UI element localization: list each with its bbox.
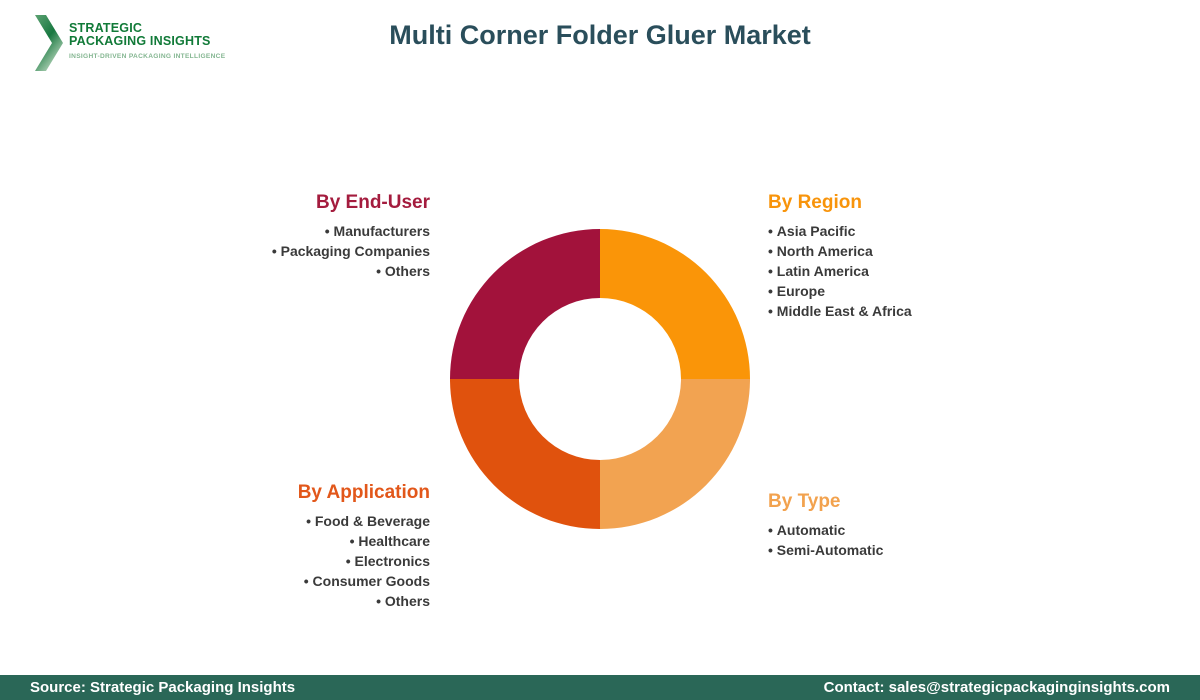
donut-segment-end-user bbox=[450, 229, 600, 379]
section-type: By Type AutomaticSemi-Automatic bbox=[768, 491, 1068, 560]
list-item: Manufacturers bbox=[130, 221, 430, 241]
section-end-user: By End-User ManufacturersPackaging Compa… bbox=[130, 192, 430, 281]
logo-text: STRATEGIC PACKAGING INSIGHTS INSIGHT-DRI… bbox=[69, 15, 226, 61]
section-region: By Region Asia PacificNorth AmericaLatin… bbox=[768, 192, 1068, 321]
list-item: Asia Pacific bbox=[768, 221, 1068, 241]
section-end-user-heading: By End-User bbox=[315, 192, 430, 213]
footer-contact: Contact: sales@strategicpackaginginsight… bbox=[823, 679, 1170, 696]
section-application-list: Food & BeverageHealthcareElectronicsCons… bbox=[130, 511, 430, 611]
list-item: Packaging Companies bbox=[130, 241, 430, 261]
list-item: Consumer Goods bbox=[130, 571, 430, 591]
page-title: Multi Corner Folder Gluer Market bbox=[389, 20, 811, 50]
logo-tagline: INSIGHT-DRIVEN PACKAGING INTELLIGENCE bbox=[69, 53, 226, 60]
donut-segment-application bbox=[450, 379, 600, 529]
donut-segment-region bbox=[600, 229, 750, 379]
section-region-heading: By Region bbox=[768, 192, 862, 213]
list-item: Electronics bbox=[130, 551, 430, 571]
logo-name-line2: PACKAGING INSIGHTS bbox=[69, 34, 211, 48]
section-end-user-list: ManufacturersPackaging CompaniesOthers bbox=[130, 221, 430, 281]
list-item: Semi-Automatic bbox=[768, 540, 1068, 560]
donut-segment-type bbox=[600, 379, 750, 529]
footer-source: Source: Strategic Packaging Insights bbox=[30, 679, 296, 696]
list-item: Latin America bbox=[768, 261, 1068, 281]
footer-bar: Source: Strategic Packaging Insights Con… bbox=[0, 675, 1200, 700]
list-item: Middle East & Africa bbox=[768, 301, 1068, 321]
section-region-list: Asia PacificNorth AmericaLatin AmericaEu… bbox=[768, 221, 1068, 321]
list-item: Automatic bbox=[768, 520, 1068, 540]
list-item: North America bbox=[768, 241, 1068, 261]
logo: STRATEGIC PACKAGING INSIGHTS INSIGHT-DRI… bbox=[33, 15, 225, 71]
list-item: Food & Beverage bbox=[130, 511, 430, 531]
list-item: Europe bbox=[768, 281, 1068, 301]
logo-chevron-icon bbox=[35, 15, 63, 71]
list-item: Others bbox=[130, 261, 430, 281]
section-application-heading: By Application bbox=[297, 482, 430, 503]
list-item: Healthcare bbox=[130, 531, 430, 551]
section-type-list: AutomaticSemi-Automatic bbox=[768, 520, 1068, 560]
logo-name-line1: STRATEGIC bbox=[69, 21, 143, 35]
donut-chart bbox=[450, 229, 750, 529]
list-item: Others bbox=[130, 591, 430, 611]
section-application: By Application Food & BeverageHealthcare… bbox=[130, 482, 430, 611]
section-type-heading: By Type bbox=[768, 491, 841, 512]
